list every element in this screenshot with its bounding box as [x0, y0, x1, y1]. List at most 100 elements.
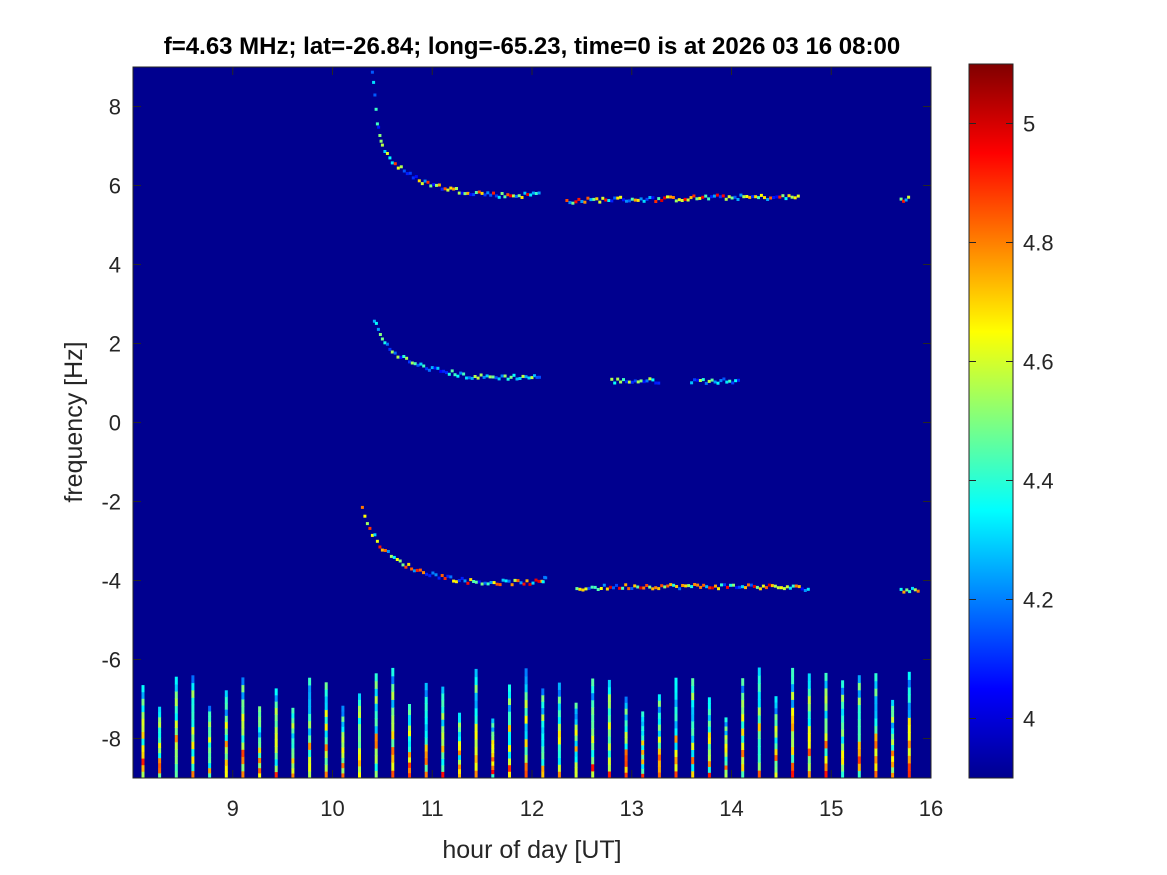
burst-cell — [741, 728, 745, 736]
burst-cell — [174, 691, 178, 699]
trace-cell — [899, 587, 903, 591]
trace-cell — [469, 578, 473, 582]
burst-column — [274, 688, 278, 779]
burst-cell — [824, 763, 828, 771]
burst-cell — [557, 682, 561, 690]
burst-cell — [341, 710, 345, 717]
burst-cell — [607, 679, 611, 688]
burst-cell — [691, 742, 695, 750]
trace-cell — [607, 199, 611, 202]
burst-cell — [274, 688, 278, 696]
trace-cell — [405, 356, 409, 360]
burst-cell — [541, 758, 545, 766]
x-tick-label: 14 — [719, 796, 743, 821]
burst-cell — [891, 699, 895, 706]
burst-cell — [341, 747, 345, 753]
burst-cell — [141, 698, 145, 706]
burst-cell — [907, 732, 911, 741]
burst-cell — [158, 772, 162, 779]
burst-cell — [174, 698, 178, 707]
burst-cell — [691, 756, 695, 765]
burst-cell — [641, 725, 645, 731]
burst-cell — [691, 685, 695, 693]
burst-cell — [557, 750, 561, 758]
trace-cell — [460, 576, 464, 580]
burst-cell — [474, 731, 478, 740]
burst-cell — [341, 772, 345, 779]
burst-cell — [341, 762, 345, 769]
trace-cell — [450, 369, 454, 373]
burst-column — [874, 673, 878, 779]
trace-cell — [748, 195, 752, 199]
trace-cell — [492, 581, 496, 585]
trace-cell — [763, 196, 766, 200]
burst-cell — [774, 731, 778, 738]
trace-cell — [456, 374, 460, 378]
trace-cell — [485, 374, 489, 378]
burst-column — [657, 694, 661, 779]
trace-cell — [430, 366, 434, 370]
trace-cell — [503, 195, 507, 199]
burst-cell — [641, 763, 645, 769]
trace-cell — [412, 569, 416, 573]
burst-cell — [291, 727, 295, 734]
trace-cell — [651, 587, 655, 591]
burst-cell — [274, 694, 278, 702]
trace-cell — [581, 588, 585, 592]
burst-cell — [741, 721, 745, 729]
burst-cell — [607, 750, 611, 758]
colorbar-tick-label: 4.6 — [1023, 350, 1054, 375]
trace-cell — [418, 568, 422, 572]
burst-cell — [724, 752, 728, 757]
burst-cell — [408, 741, 411, 747]
burst-cell — [341, 741, 345, 748]
burst-cell — [741, 706, 745, 715]
burst-cell — [707, 703, 711, 710]
trace-cell — [707, 379, 711, 383]
burst-cell — [691, 699, 695, 708]
burst-cell — [557, 716, 561, 724]
burst-cell — [208, 705, 212, 712]
burst-cell — [757, 675, 761, 684]
burst-cell — [191, 675, 195, 684]
burst-cell — [824, 710, 828, 719]
burst-cell — [624, 748, 628, 756]
trace-cell — [385, 342, 389, 346]
burst-cell — [774, 696, 778, 703]
burst-cell — [424, 696, 428, 704]
trace-cell — [639, 379, 643, 383]
burst-cell — [741, 742, 745, 750]
burst-cell — [674, 706, 678, 714]
burst-cell — [324, 709, 328, 717]
burst-cell — [158, 727, 162, 733]
trace-cell — [402, 355, 406, 358]
burst-cell — [624, 754, 628, 762]
burst-cell — [391, 683, 395, 692]
trace-cell — [509, 194, 513, 198]
trace-cell — [504, 579, 508, 583]
trace-cell — [729, 583, 732, 587]
burst-cell — [757, 691, 761, 700]
trace-cell — [744, 586, 747, 590]
burst-cell — [391, 699, 395, 708]
burst-cell — [458, 773, 461, 779]
burst-cell — [707, 766, 711, 773]
trace-cell — [520, 196, 524, 199]
x-tick-label: 11 — [421, 796, 444, 821]
burst-cell — [441, 719, 445, 727]
burst-cell — [574, 740, 578, 747]
burst-cell — [441, 764, 445, 772]
burst-cell — [691, 713, 695, 722]
burst-cell — [757, 683, 761, 692]
burst-cell — [474, 746, 478, 756]
trace-cell — [642, 380, 646, 384]
trace-cell — [462, 372, 466, 376]
burst-cell — [241, 734, 245, 743]
trace-cell — [669, 583, 673, 587]
burst-cell — [907, 762, 911, 771]
burst-cell — [791, 691, 795, 700]
burst-cell — [374, 748, 378, 757]
burst-cell — [524, 691, 528, 701]
burst-cell — [508, 684, 511, 692]
burst-cell — [358, 729, 361, 737]
